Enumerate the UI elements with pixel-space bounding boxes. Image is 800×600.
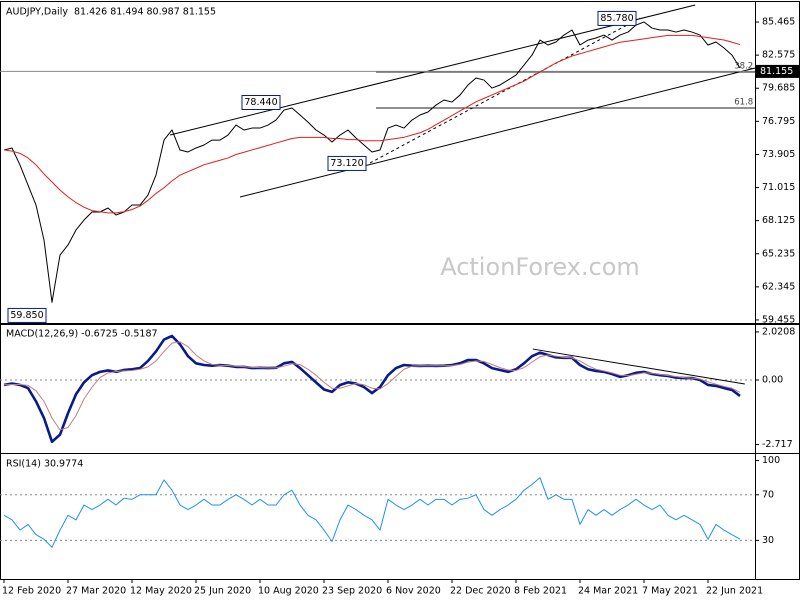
trendline [169,4,696,136]
series-line [3,34,741,214]
x-tick-label: 24 Mar 2021 [578,586,638,597]
x-tick-label: 23 Sep 2020 [322,586,382,597]
y-tick-label: 73.905 [762,149,795,160]
trendline [532,348,745,385]
y-tick-label: 71.015 [762,182,795,193]
x-tick-label: 25 Jun 2020 [194,586,251,597]
annotation-label: 59.850 [10,310,43,321]
last-price-box [756,64,800,78]
annotation-label: 73.120 [330,158,363,169]
y-tick-label: -2.717 [762,439,793,450]
y-tick-label: 70 [762,489,774,500]
fibonacci-label: 61.8 [734,98,753,108]
y-tick-label: 85.465 [762,17,795,28]
x-tick-label: 8 Feb 2021 [514,586,567,597]
x-tick-label: 6 Nov 2020 [386,586,441,597]
x-tick-label: 22 Jun 2021 [706,586,763,597]
y-tick-label: 59.455 [762,314,795,325]
panel-title: MACD(12,26,9) -0.6725 -0.5187 [6,329,158,340]
panel-title: AUDJPY,Daily 81.426 81.494 80.987 81.155 [6,7,216,18]
trendline [239,67,756,198]
y-tick-label: 82.575 [762,50,795,61]
annotation-box [241,95,281,111]
fibonacci-label: 38.2 [734,62,753,72]
y-tick-label: 79.685 [762,83,795,94]
annotation-label: 85.780 [600,13,633,24]
annotation-box [7,307,47,323]
last-price-label: 81.155 [760,66,793,77]
y-tick-label: 2.0208 [762,326,795,337]
x-tick-label: 12 May 2020 [130,586,192,597]
annotation-box [327,155,367,171]
series-line [3,477,741,548]
y-tick-label: 65.235 [762,248,795,259]
x-tick-label: 12 Feb 2020 [2,586,61,597]
series-line [3,334,741,444]
x-tick-label: 22 Dec 2020 [450,586,511,597]
annotation-box [597,10,637,26]
watermark: ActionForex.com [440,253,640,281]
x-tick-label: 10 Aug 2020 [258,586,319,597]
series-line [3,341,741,431]
x-tick-label: 27 Mar 2020 [66,586,126,597]
y-tick-label: 0.00 [762,374,783,385]
annotation-label: 78.440 [244,97,277,108]
y-tick-label: 100 [762,455,780,466]
x-tick-label: 7 May 2021 [642,586,698,597]
panel-title: RSI(14) 30.9774 [6,459,83,470]
y-tick-label: 62.345 [762,281,795,292]
series-line [3,21,741,303]
y-tick-label: 30 [762,535,774,546]
y-tick-label: 76.795 [762,116,795,127]
y-tick-label: 68.125 [762,215,795,226]
